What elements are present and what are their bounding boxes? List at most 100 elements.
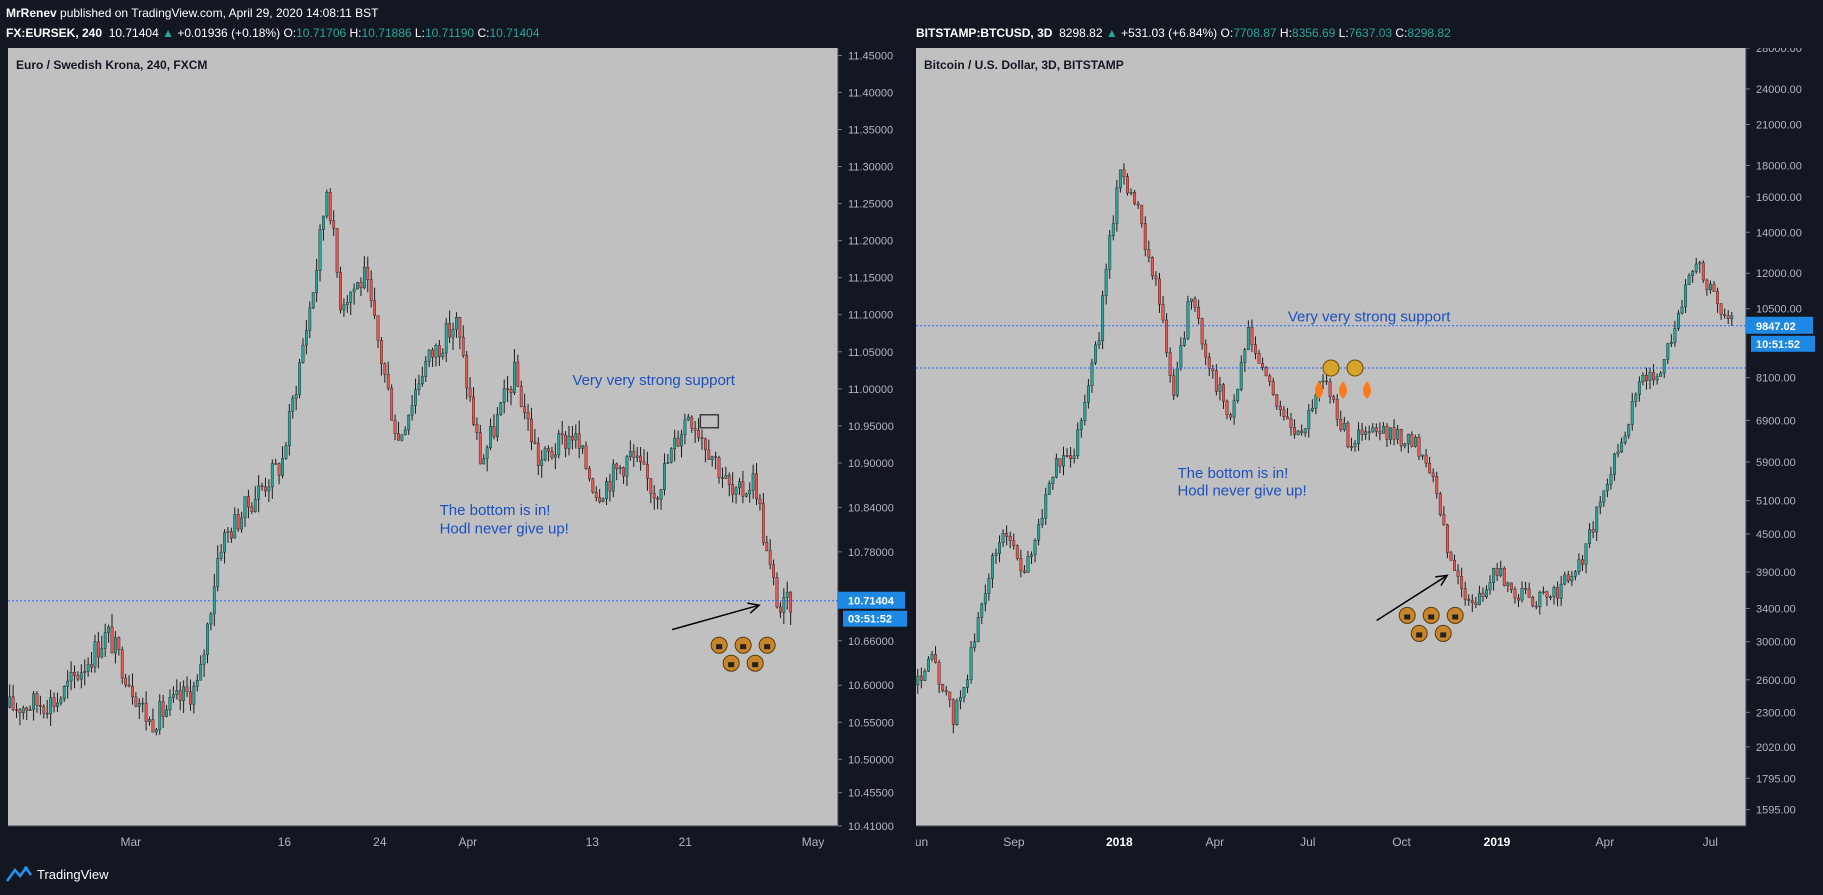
candle xyxy=(305,330,308,346)
candle xyxy=(137,702,141,707)
candle xyxy=(577,433,581,449)
candle xyxy=(1463,588,1467,600)
candle xyxy=(1595,506,1599,533)
candle xyxy=(1126,176,1129,194)
candle xyxy=(451,329,455,338)
candle xyxy=(615,463,619,469)
candle xyxy=(229,531,233,539)
candle xyxy=(772,564,775,578)
legend-open: 10.71706 xyxy=(296,26,347,40)
candle xyxy=(444,323,448,354)
author-name[interactable]: MrRenev xyxy=(6,6,57,20)
price-badge-label: 10.71404 xyxy=(848,596,895,608)
chart-panel-btcusd[interactable]: Bitcoin / U.S. Dollar, 3D, BITSTAMP Very … xyxy=(909,43,1817,854)
candle xyxy=(560,433,564,436)
candle xyxy=(1211,368,1215,372)
candle xyxy=(659,489,663,500)
candle xyxy=(916,675,920,686)
candle xyxy=(175,690,179,695)
candle xyxy=(594,492,598,498)
arrow-line xyxy=(1376,574,1448,622)
candle xyxy=(1552,587,1556,598)
candle xyxy=(1300,430,1304,434)
candle xyxy=(403,429,407,435)
candle xyxy=(1118,169,1122,189)
candle xyxy=(1517,597,1520,601)
candle xyxy=(567,435,571,449)
chart-panel-eursek[interactable]: Euro / Swedish Krona, 240, FXCM Very very… xyxy=(8,48,909,854)
candle xyxy=(240,517,243,530)
candle xyxy=(294,394,298,399)
candle xyxy=(951,699,955,725)
candle xyxy=(1669,342,1673,344)
candle xyxy=(383,363,387,375)
candle xyxy=(356,282,359,290)
candle xyxy=(397,433,400,441)
candle xyxy=(1335,399,1339,420)
candle xyxy=(21,707,25,714)
candle xyxy=(1701,262,1705,281)
candle xyxy=(1079,420,1083,430)
countdown-badge xyxy=(843,610,909,627)
candle xyxy=(574,433,578,441)
candle xyxy=(1364,431,1368,435)
candle xyxy=(325,192,329,217)
y-tick-label: 3400.00 xyxy=(1756,603,1796,615)
candle xyxy=(342,304,346,311)
candle xyxy=(1396,429,1400,440)
candle xyxy=(192,686,196,705)
candle xyxy=(652,493,656,499)
annotation-bottom2: Hodl never give up! xyxy=(440,520,569,537)
candle xyxy=(482,458,486,465)
footer-brand[interactable]: TradingView xyxy=(37,866,109,882)
lock-icon xyxy=(1416,632,1423,638)
candle xyxy=(502,388,506,403)
candle xyxy=(182,686,186,701)
candle xyxy=(1588,529,1592,544)
legend-high-label: H: xyxy=(1279,26,1292,40)
x-tick-label: Jun xyxy=(916,835,928,849)
candle xyxy=(789,591,793,613)
candle xyxy=(543,448,547,461)
lock-icon xyxy=(752,662,759,668)
chart-btcusd[interactable]: Bitcoin / U.S. Dollar, 3D, BITSTAMP Very … xyxy=(909,43,1817,854)
candle xyxy=(96,641,100,658)
legend-symbol[interactable]: FX:EURSEK, 240 xyxy=(6,26,103,40)
candle xyxy=(1598,501,1602,508)
candle xyxy=(284,445,288,459)
candle xyxy=(8,696,12,708)
x-tick-label: 16 xyxy=(278,835,292,849)
countdown-label: 10:51:52 xyxy=(1756,339,1800,351)
candle xyxy=(236,514,240,530)
candle xyxy=(189,691,192,705)
candle xyxy=(1581,559,1584,565)
candle xyxy=(618,467,622,469)
chart-eursek[interactable]: Euro / Swedish Krona, 240, FXCM Very very… xyxy=(8,48,909,854)
y-tick-label: 2020.00 xyxy=(1756,742,1796,754)
price-badge-label: 9847.02 xyxy=(1756,321,1796,333)
candle xyxy=(1214,370,1218,392)
candle xyxy=(1613,453,1616,475)
y-tick-label: 3900.00 xyxy=(1756,567,1796,579)
candle xyxy=(1723,314,1727,316)
candle xyxy=(264,486,267,492)
candle xyxy=(1076,429,1080,457)
candle xyxy=(345,302,349,305)
candle xyxy=(424,360,428,377)
candle xyxy=(598,497,602,502)
candle xyxy=(223,532,226,553)
candle xyxy=(1296,430,1300,435)
candle xyxy=(369,279,373,301)
candle xyxy=(557,433,561,456)
candle xyxy=(1332,396,1336,400)
x-tick-label: Mar xyxy=(121,835,142,849)
candle xyxy=(253,499,257,512)
legend-symbol[interactable]: BITSTAMP:BTCUSD, 3D xyxy=(916,26,1053,40)
candle xyxy=(1474,602,1478,605)
y-tick-label: 11.15000 xyxy=(848,273,893,285)
candle xyxy=(1655,376,1659,381)
arrow-head xyxy=(1435,574,1449,587)
x-tick-label: Apr xyxy=(458,835,477,849)
candle xyxy=(656,497,660,500)
candle xyxy=(601,498,605,502)
